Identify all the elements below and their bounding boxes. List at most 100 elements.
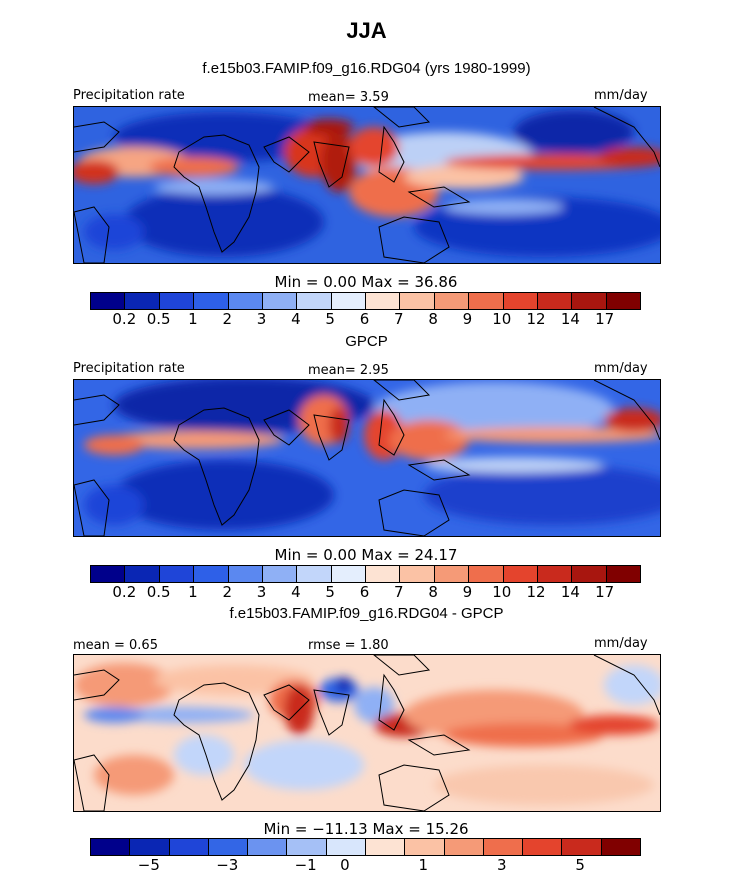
colorbar-swatch — [159, 293, 195, 309]
india-coastline — [313, 141, 350, 188]
maritime-islands — [407, 734, 471, 756]
panel3-map-field — [74, 655, 660, 811]
colorbar-swatch — [228, 566, 263, 582]
china-coastline — [373, 107, 431, 128]
colorbar-tick-label: 8 — [428, 583, 438, 601]
colorbar-swatch — [606, 293, 640, 309]
indochina-coastline — [378, 125, 405, 183]
panel3-difference-map — [73, 654, 661, 812]
colorbar-tick-label: 6 — [359, 583, 370, 601]
colorbar-swatch — [523, 839, 563, 855]
colorbar-tick-label: 3 — [496, 856, 507, 874]
colorbar-tick-label: 0.2 — [112, 583, 137, 601]
colorbar-swatch — [91, 293, 126, 309]
india-coastline — [313, 689, 350, 736]
australia-coastline — [378, 216, 450, 263]
colorbar-swatch — [326, 839, 366, 855]
colorbar-tick-label: 0.5 — [146, 583, 171, 601]
panel1-colorbar-labels: 0.2 0.5 1 2 3 4 5 6 7 8 9 10 12 14 17 — [0, 310, 733, 330]
colorbar-tick-label: 4 — [291, 310, 301, 328]
colorbar-tick-label: 10 — [492, 583, 512, 601]
arabia-coastline — [263, 684, 310, 721]
colorbar-swatch — [366, 293, 401, 309]
colorbar-swatch — [287, 839, 327, 855]
australia-coastline — [378, 764, 450, 811]
colorbar-swatch — [331, 566, 366, 582]
panel2-minmax: Min = 0.00 Max = 24.17 — [274, 546, 458, 564]
panel3-units-label: mm/day — [594, 636, 648, 651]
colorbar-tick-label: 5 — [575, 856, 585, 874]
colorbar-tick-label: 1 — [418, 856, 429, 874]
colorbar-swatch — [194, 566, 229, 582]
maritime-islands — [407, 459, 471, 481]
colorbar-swatch — [572, 293, 607, 309]
colorbar-tick-label: 17 — [595, 310, 615, 328]
colorbar-swatch — [248, 839, 288, 855]
colorbar-swatch — [228, 293, 263, 309]
central-america-coastline — [593, 655, 660, 716]
colorbar-tick-label: 7 — [394, 310, 404, 328]
colorbar-swatch — [400, 566, 435, 582]
panel2-units-label: mm/day — [594, 361, 648, 376]
colorbar-swatch — [400, 293, 435, 309]
south-america-coastline — [74, 206, 110, 263]
colorbar-tick-label: 12 — [526, 310, 546, 328]
panel3-subtitle: f.e15b03.FAMIP.f09_g16.RDG04 - GPCP — [229, 605, 504, 622]
panel3-colorbar — [90, 838, 641, 856]
colorbar-tick-label: 0 — [340, 856, 350, 874]
colorbar-swatch — [572, 566, 607, 582]
colorbar-swatch — [91, 839, 131, 855]
colorbar-swatch — [606, 566, 640, 582]
arabia-coastline — [263, 136, 310, 173]
colorbar-swatch — [469, 566, 504, 582]
arabia-coastline — [263, 409, 310, 446]
page-title: JJA — [346, 18, 387, 43]
colorbar-swatch — [194, 293, 229, 309]
panel1-precipitation-map — [73, 106, 661, 264]
colorbar-swatch — [503, 566, 538, 582]
south-america-coastline — [74, 479, 110, 536]
colorbar-tick-label: 10 — [492, 310, 512, 328]
australia-coastline — [378, 489, 450, 536]
colorbar-tick-label: −3 — [216, 856, 239, 874]
colorbar-swatch — [169, 839, 209, 855]
colorbar-swatch — [366, 566, 401, 582]
colorbar-tick-label: 9 — [462, 310, 473, 328]
colorbar-swatch — [331, 293, 366, 309]
south-america-coastline — [74, 754, 110, 811]
colorbar-tick-label: 7 — [394, 583, 404, 601]
colorbar-swatch — [537, 293, 573, 309]
panel1-mean-label: mean= 3.59 — [308, 90, 389, 105]
china-coastline — [373, 655, 431, 676]
china-coastline — [373, 380, 431, 401]
panel3-rmse-label: rmse = 1.80 — [308, 638, 389, 653]
central-america-coastline — [593, 107, 660, 168]
europe-coastline — [74, 121, 120, 153]
colorbar-tick-label: 9 — [462, 583, 473, 601]
colorbar-tick-label: 14 — [560, 310, 580, 328]
colorbar-swatch — [434, 566, 470, 582]
colorbar-tick-label: 4 — [291, 583, 301, 601]
colorbar-swatch — [297, 293, 332, 309]
colorbar-swatch — [601, 839, 640, 855]
panel3-colorbar-labels: −5 −3 −1 0 1 3 5 — [0, 856, 733, 876]
africa-coastline — [173, 134, 260, 253]
colorbar-swatch — [297, 566, 332, 582]
colorbar-swatch — [130, 839, 170, 855]
panel3-mean-label: mean = 0.65 — [73, 638, 158, 653]
panel2-map-field — [74, 380, 660, 536]
panel3-minmax: Min = −11.13 Max = 15.26 — [263, 820, 469, 838]
colorbar-tick-label: 2 — [222, 310, 233, 328]
colorbar-swatch — [125, 566, 160, 582]
indochina-coastline — [378, 673, 405, 731]
colorbar-swatch — [125, 293, 160, 309]
colorbar-swatch — [159, 566, 195, 582]
colorbar-swatch — [469, 293, 504, 309]
colorbar-tick-label: 17 — [595, 583, 615, 601]
colorbar-tick-label: 3 — [256, 310, 267, 328]
africa-coastline — [173, 407, 260, 526]
panel2-colorbar-labels: 0.2 0.5 1 2 3 4 5 6 7 8 9 10 12 14 17 — [0, 583, 733, 603]
africa-coastline — [173, 682, 260, 801]
colorbar-tick-label: 3 — [256, 583, 267, 601]
colorbar-swatch — [91, 566, 126, 582]
